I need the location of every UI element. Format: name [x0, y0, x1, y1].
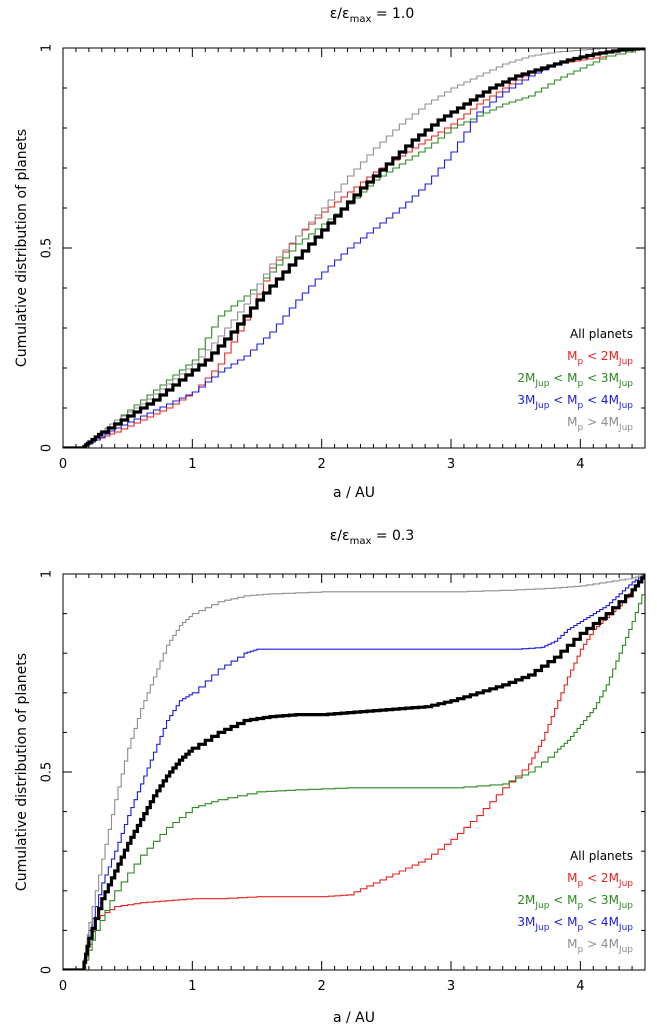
series-line-5 [63, 574, 645, 970]
y-axis-label: Cumulative distribution of planets [14, 129, 30, 367]
x-tick-label: 0 [59, 979, 67, 994]
legend-entry-2: Mp < 2MJup [567, 871, 633, 889]
legend-entry-4: 3MJup < Mp < 4MJup [517, 915, 633, 933]
legend-entry-5: Mp > 4MJup [567, 415, 633, 433]
y-tick-label: 0 [40, 966, 55, 974]
chart-panel-1: ε/εmax = 1.0 0 1 2 3 4 0 0.5 1 a / AU Cumulative d… [14, 6, 646, 501]
x-tick-label: 3 [447, 979, 455, 994]
series-line-1 [63, 48, 645, 448]
y-tick-label: 1 [40, 44, 55, 52]
x-tick-label: 4 [576, 979, 584, 994]
x-tick-label: 4 [576, 457, 584, 472]
x-axis-label: a / AU [333, 1010, 375, 1026]
series-line-4 [63, 574, 645, 970]
series-line-1 [63, 574, 645, 970]
chart-title: ε/εmax = 1.0 [330, 6, 415, 25]
legend-entry-5: Mp > 4MJup [567, 937, 633, 955]
x-axis-label: a / AU [333, 485, 375, 501]
y-tick-label: 1 [40, 570, 55, 578]
x-tick-label: 2 [318, 457, 326, 472]
series-line-5 [63, 48, 645, 448]
x-tick-label: 3 [447, 457, 455, 472]
x-tick-label: 0 [59, 457, 67, 472]
x-tick-label: 2 [318, 979, 326, 994]
y-tick-label: 0.5 [40, 238, 55, 259]
plot-frame [62, 573, 646, 971]
y-tick-label: 0 [40, 444, 55, 452]
legend-entry-2: Mp < 2MJup [567, 349, 633, 367]
series-line-3 [63, 585, 645, 970]
y-tick-label: 0.5 [40, 762, 55, 783]
x-tick-label: 1 [188, 457, 196, 472]
series-line-2 [63, 574, 645, 970]
chart-panel-2: ε/εmax = 0.3 0 1 2 3 4 0 0.5 1 a / AU Cumulative d… [14, 528, 646, 1026]
legend-entry-3: 2MJup < Mp < 3MJup [517, 371, 633, 389]
legend-entry-1: All planets [570, 327, 633, 341]
legend-entry-1: All planets [570, 849, 633, 863]
series-group [63, 574, 645, 970]
legend-entry-4: 3MJup < Mp < 4MJup [517, 393, 633, 411]
legend-entry-3: 2MJup < Mp < 3MJup [517, 893, 633, 911]
series-line-4 [63, 48, 645, 448]
chart-title: ε/εmax = 0.3 [330, 528, 415, 547]
series-group [63, 48, 645, 448]
y-axis-label: Cumulative distribution of planets [14, 653, 30, 891]
x-tick-label: 1 [188, 979, 196, 994]
